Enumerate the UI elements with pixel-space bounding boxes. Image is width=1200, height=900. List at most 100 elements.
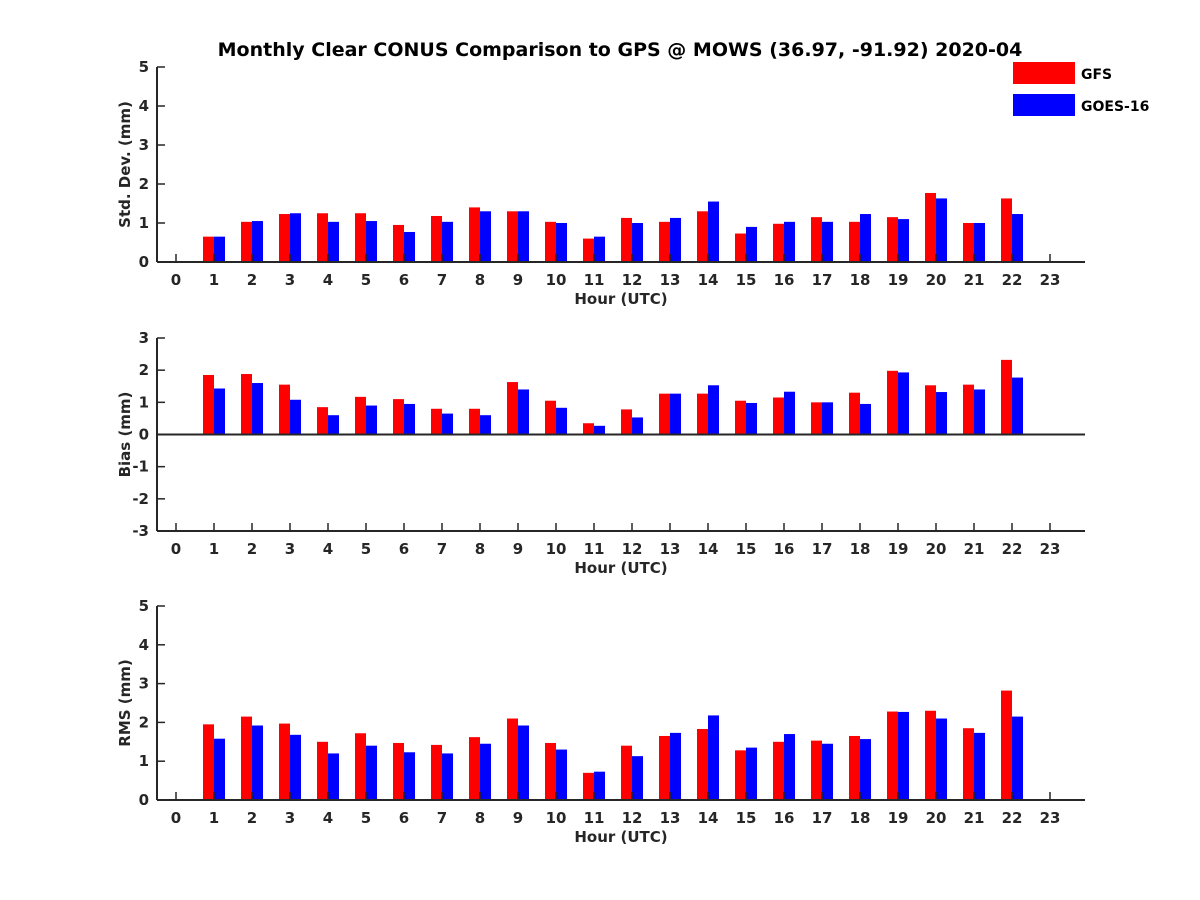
x-tick-label: 18 (850, 271, 871, 289)
x-tick-label: 21 (964, 809, 985, 827)
y-tick-label: 1 (139, 214, 149, 232)
bar-goes-16-h22 (1012, 716, 1023, 800)
bar-gfs-h14 (697, 393, 708, 435)
bar-gfs-h16 (773, 223, 784, 262)
y-tick-label: 0 (139, 791, 149, 809)
x-tick-label: 0 (171, 540, 181, 558)
x-tick-label: 6 (399, 271, 409, 289)
x-tick-label: 21 (964, 540, 985, 558)
x-tick-label: 8 (475, 271, 485, 289)
bar-gfs-h9 (507, 382, 518, 435)
chart-title: Monthly Clear CONUS Comparison to GPS @ … (218, 39, 1023, 61)
bar-goes-16-h18 (860, 739, 871, 800)
bar-goes-16-h11 (594, 771, 605, 800)
bar-gfs-h6 (393, 224, 404, 262)
bar-gfs-h5 (355, 733, 366, 800)
bar-goes-16-h19 (898, 219, 909, 262)
bar-goes-16-h9 (518, 211, 529, 262)
bar-goes-16-h8 (480, 415, 491, 435)
bar-gfs-h14 (697, 211, 708, 262)
bar-goes-16-h15 (746, 402, 757, 435)
bar-gfs-h18 (849, 392, 860, 435)
bar-goes-16-h13 (670, 732, 681, 800)
bar-gfs-h21 (963, 223, 974, 262)
x-tick-label: 21 (964, 271, 985, 289)
bar-goes-16-h22 (1012, 377, 1023, 435)
bar-gfs-h6 (393, 399, 404, 435)
bar-gfs-h11 (583, 772, 594, 800)
x-tick-label: 11 (584, 540, 605, 558)
x-tick-label: 2 (247, 809, 257, 827)
x-tick-label: 23 (1040, 809, 1061, 827)
x-tick-label: 14 (698, 540, 719, 558)
bar-gfs-h14 (697, 728, 708, 800)
x-tick-label: 17 (812, 271, 833, 289)
bar-goes-16-h21 (974, 223, 985, 262)
bar-goes-16-h18 (860, 403, 871, 435)
bar-goes-16-h21 (974, 732, 985, 800)
bar-goes-16-h2 (252, 383, 263, 435)
bar-gfs-h18 (849, 221, 860, 262)
bar-gfs-h15 (735, 750, 746, 800)
bar-gfs-h10 (545, 742, 556, 800)
bar-goes-16-h3 (290, 399, 301, 435)
x-tick-label: 8 (475, 540, 485, 558)
bar-goes-16-h22 (1012, 214, 1023, 262)
x-tick-label: 19 (888, 540, 909, 558)
y-axis-label: Bias (mm) (116, 392, 134, 478)
bar-goes-16-h9 (518, 389, 529, 435)
bar-goes-16-h20 (936, 392, 947, 435)
bar-goes-16-h4 (328, 415, 339, 435)
bar-gfs-h17 (811, 402, 822, 435)
x-tick-label: 1 (209, 271, 219, 289)
x-tick-label: 20 (926, 809, 947, 827)
x-tick-label: 19 (888, 809, 909, 827)
legend-label-gfs: GFS (1081, 67, 1112, 83)
x-tick-label: 0 (171, 271, 181, 289)
x-tick-label: 16 (774, 540, 795, 558)
bar-goes-16-h17 (822, 743, 833, 800)
x-tick-label: 13 (660, 809, 681, 827)
bar-gfs-h19 (887, 370, 898, 435)
x-axis-label: Hour (UTC) (574, 290, 667, 308)
x-tick-label: 16 (774, 809, 795, 827)
legend-swatch-gfs (1013, 62, 1075, 84)
bar-goes-16-h16 (784, 734, 795, 800)
bar-goes-16-h5 (366, 405, 377, 435)
bar-goes-16-h16 (784, 221, 795, 262)
y-tick-label: -2 (132, 490, 149, 508)
bar-goes-16-h19 (898, 711, 909, 800)
bar-goes-16-h18 (860, 214, 871, 262)
x-tick-label: 17 (812, 540, 833, 558)
y-tick-label: 1 (139, 752, 149, 770)
bar-gfs-h10 (545, 221, 556, 262)
x-tick-label: 20 (926, 540, 947, 558)
legend-swatch-goes-16 (1013, 94, 1075, 116)
bar-gfs-h1 (203, 236, 214, 262)
x-tick-label: 6 (399, 540, 409, 558)
bar-goes-16-h12 (632, 756, 643, 800)
bar-goes-16-h7 (442, 221, 453, 262)
x-tick-label: 11 (584, 271, 605, 289)
bar-gfs-h9 (507, 211, 518, 262)
x-tick-label: 3 (285, 540, 295, 558)
bar-goes-16-h8 (480, 211, 491, 262)
x-tick-label: 9 (513, 809, 523, 827)
bar-gfs-h19 (887, 711, 898, 800)
bar-gfs-h22 (1001, 198, 1012, 262)
bar-goes-16-h7 (442, 753, 453, 800)
bar-gfs-h19 (887, 217, 898, 262)
bar-gfs-h22 (1001, 359, 1012, 435)
bar-gfs-h9 (507, 718, 518, 800)
x-tick-label: 9 (513, 540, 523, 558)
x-tick-label: 7 (437, 540, 447, 558)
y-tick-label: -3 (132, 522, 149, 540)
y-tick-label: 4 (139, 97, 149, 115)
bar-goes-16-h3 (290, 734, 301, 800)
bar-gfs-h17 (811, 740, 822, 800)
bar-goes-16-h15 (746, 747, 757, 800)
bar-goes-16-h14 (708, 385, 719, 435)
